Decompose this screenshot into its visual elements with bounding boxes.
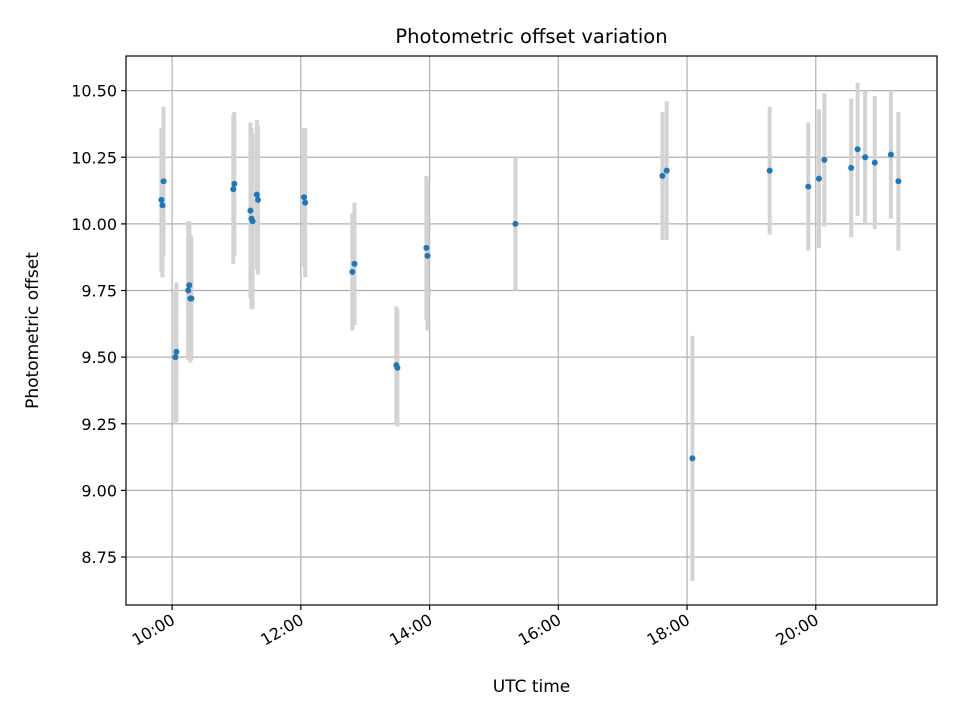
plot-frame [125,55,938,606]
data-point [302,199,309,206]
data-point [815,175,822,182]
data-point [186,282,193,289]
data-point [887,151,894,158]
y-tick-label: 9.25 [81,415,117,434]
y-tick-label: 10.25 [71,148,117,167]
data-point [349,268,356,275]
data-point [854,146,861,153]
y-tick-label: 8.75 [81,548,117,567]
data-point [158,196,165,203]
data-point [249,218,256,225]
grid [126,56,937,605]
data-point [766,167,773,174]
data-point [423,244,430,251]
data-point [659,172,666,179]
data-point [351,260,358,267]
y-axis-title: Photometric offset [23,252,43,409]
y-tick-label: 9.00 [81,481,117,500]
data-point [172,354,179,361]
data-point [188,295,195,302]
data-point [862,154,869,161]
data-point [230,186,237,193]
data-point [185,287,192,294]
data-point [159,202,166,209]
data-points [158,146,902,462]
data-point [663,167,670,174]
data-point [689,455,696,462]
y-tick-label: 9.75 [81,282,117,301]
data-point [512,220,519,227]
data-point [160,178,167,185]
data-point [895,178,902,185]
data-point [301,194,308,201]
y-tick-label: 10.50 [71,82,117,101]
data-point [254,196,261,203]
data-point [871,159,878,166]
data-point [247,207,254,214]
data-point [173,348,180,355]
y-tick-label: 10.00 [71,215,117,234]
chart-title: Photometric offset variation [395,25,667,48]
data-point [848,164,855,171]
data-point [821,156,828,163]
data-point [253,191,260,198]
data-point [231,180,238,187]
x-axis-title: UTC time [493,677,571,697]
data-point [424,252,431,259]
y-tick-label: 9.50 [81,348,117,367]
data-point [394,364,401,371]
data-point [805,183,812,190]
y-axis: 8.75 9.00 9.25 9.50 9.75 10.00 10.25 10.50 [71,82,126,567]
